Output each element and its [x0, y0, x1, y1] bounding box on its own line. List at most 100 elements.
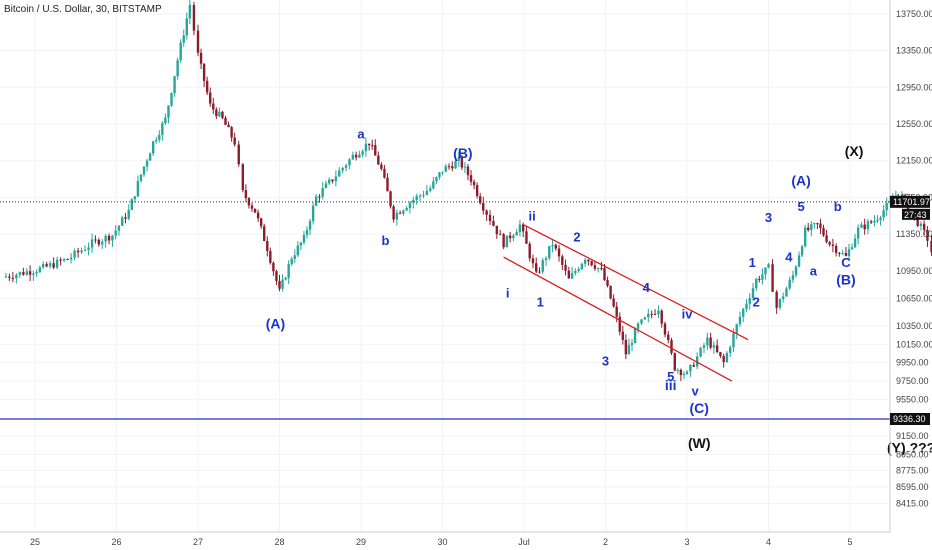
target-price-tag-bg — [890, 413, 930, 425]
candle-up — [41, 264, 45, 268]
candle-down — [816, 223, 819, 225]
candle-up — [415, 196, 418, 201]
candle-up — [139, 174, 143, 181]
candle-up — [640, 319, 643, 324]
candle-down — [838, 252, 841, 254]
candle-down — [215, 109, 218, 117]
y-tick-label: 9150.00 — [896, 431, 929, 441]
candle-up — [328, 179, 331, 184]
candle-up — [847, 249, 851, 256]
candle-up — [797, 255, 801, 267]
grid — [0, 0, 890, 532]
candle-down — [673, 353, 676, 371]
candle-down — [869, 221, 873, 223]
overlays — [0, 201, 890, 420]
candle-down — [593, 265, 597, 269]
candle-down — [22, 272, 25, 275]
candle-up — [405, 207, 408, 211]
candle-down — [241, 164, 245, 191]
wave-label: 2 — [753, 295, 760, 310]
candle-down — [209, 92, 212, 104]
candle-down — [469, 175, 473, 182]
candle-up — [544, 258, 548, 261]
candle-up — [117, 225, 121, 231]
target-price-tag: 9336.30 — [893, 414, 926, 424]
candle-up — [548, 246, 551, 259]
candle-down — [492, 220, 495, 226]
candle-up — [284, 277, 287, 280]
candle-up — [685, 371, 689, 374]
candle-up — [158, 134, 161, 140]
candle-up — [155, 139, 158, 142]
x-tick-label: 2 — [603, 537, 608, 547]
candle-up — [541, 260, 544, 272]
candle-up — [344, 165, 348, 168]
y-tick-label: 10150.00 — [896, 339, 932, 349]
wave-label: C — [841, 255, 851, 270]
candle-down — [331, 179, 334, 182]
candle-down — [709, 337, 712, 348]
candle-up — [518, 224, 522, 233]
wave-label: b — [381, 233, 389, 248]
candle-up — [308, 221, 312, 230]
channel-lower-line — [503, 256, 733, 382]
wave-label: i — [506, 285, 510, 300]
candle-up — [334, 176, 338, 182]
wave-label: iii — [665, 377, 677, 393]
candle-up — [438, 172, 441, 178]
candle-down — [828, 242, 831, 245]
candle-up — [142, 166, 146, 175]
candle-up — [761, 274, 764, 280]
candle-down — [230, 127, 233, 138]
candle-up — [48, 263, 52, 267]
candle-down — [447, 166, 451, 168]
y-tick-label: 12950.00 — [896, 82, 932, 92]
candle-up — [689, 364, 692, 372]
candle-down — [554, 244, 557, 249]
candle-down — [380, 164, 383, 169]
candle-down — [719, 352, 722, 356]
wave-label: (C) — [690, 400, 709, 416]
wave-label: 4 — [785, 250, 793, 265]
candle-up — [69, 257, 73, 260]
candle-down — [475, 185, 479, 197]
candle-up — [630, 343, 634, 345]
x-tick-label: 5 — [847, 537, 852, 547]
y-tick-label: 10650.00 — [896, 293, 932, 303]
candle-up — [810, 224, 813, 230]
candle-up — [35, 272, 38, 274]
candle-up — [702, 345, 706, 348]
x-tick-label: 4 — [766, 537, 771, 547]
candle-down — [224, 117, 227, 125]
candle-up — [636, 323, 640, 329]
wave-label: 4 — [643, 280, 651, 295]
candle-up — [850, 247, 854, 250]
candle-up — [785, 288, 788, 297]
candle-up — [358, 154, 361, 158]
candle-down — [488, 214, 492, 221]
candle-up — [800, 246, 804, 256]
candle-up — [281, 279, 284, 289]
wave-label: (B) — [453, 145, 472, 161]
candle-up — [32, 273, 35, 275]
candle-down — [679, 369, 683, 376]
candle-up — [574, 271, 577, 274]
candle-down — [495, 225, 499, 235]
candle-up — [742, 308, 745, 317]
candle-up — [25, 271, 29, 275]
candle-up — [803, 227, 807, 247]
candle-down — [259, 218, 263, 227]
candle-down — [278, 281, 281, 289]
candle-up — [767, 264, 770, 268]
y-tick-label: 8950.00 — [896, 449, 929, 459]
candle-up — [856, 227, 860, 239]
x-tick-label: Jul — [518, 537, 530, 547]
candle-up — [408, 202, 412, 208]
candle-down — [606, 280, 609, 286]
candle-up — [179, 42, 182, 61]
candle-up — [791, 275, 795, 280]
candle-up — [882, 210, 885, 218]
candle-down — [263, 226, 266, 242]
candle-up — [432, 181, 435, 189]
candle-up — [55, 259, 59, 268]
